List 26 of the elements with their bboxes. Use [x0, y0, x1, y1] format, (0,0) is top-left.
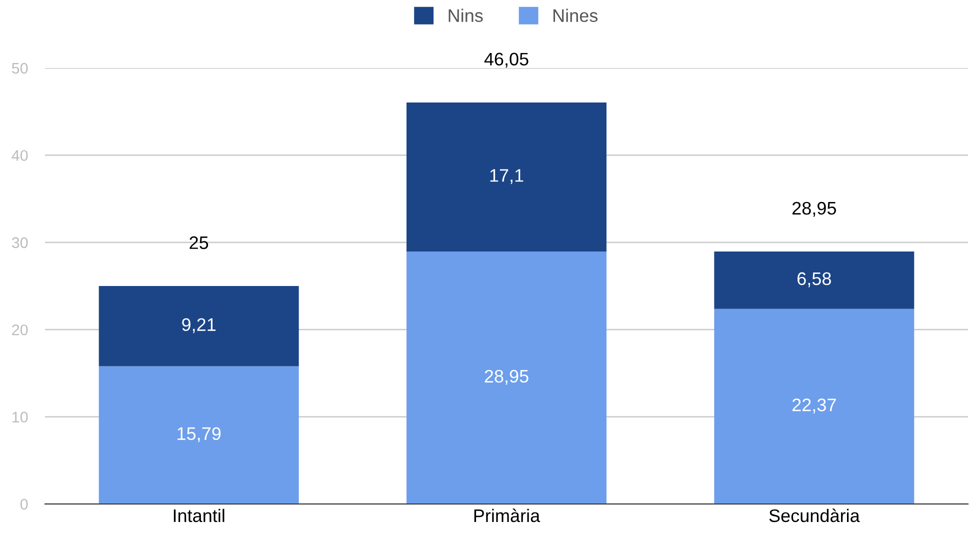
- y-tick-label: 20: [12, 324, 28, 336]
- data-label: 22,37: [792, 398, 836, 414]
- bar: [714, 252, 914, 309]
- y-tick-label: 50: [12, 62, 28, 74]
- legend-label: Nines: [554, 8, 598, 22]
- legend-label: Nins: [448, 8, 483, 22]
- bar: [406, 102, 606, 252]
- data-label: 28,95: [484, 370, 528, 385]
- total-label: 28,95: [792, 202, 836, 217]
- y-tick-label: 30: [12, 237, 28, 248]
- y-tick-label: 0: [20, 498, 28, 510]
- data-label: 15,79: [178, 427, 221, 442]
- x-tick-label: Primària: [474, 508, 540, 522]
- x-tick-label: Intantil: [174, 508, 224, 522]
- bar: [98, 366, 299, 504]
- data-label: 17,1: [490, 169, 524, 184]
- bar: [714, 308, 914, 504]
- total-label: 46,05: [484, 52, 528, 68]
- x-tick-label: Secundària: [769, 508, 860, 522]
- bar: [98, 286, 299, 366]
- y-tick-label: 10: [12, 412, 28, 422]
- data-label: 6,58: [798, 272, 831, 288]
- bar: [406, 252, 606, 504]
- total-label: 25: [190, 236, 208, 250]
- data-label: 9,21: [182, 318, 216, 334]
- y-tick-label: 40: [12, 150, 28, 161]
